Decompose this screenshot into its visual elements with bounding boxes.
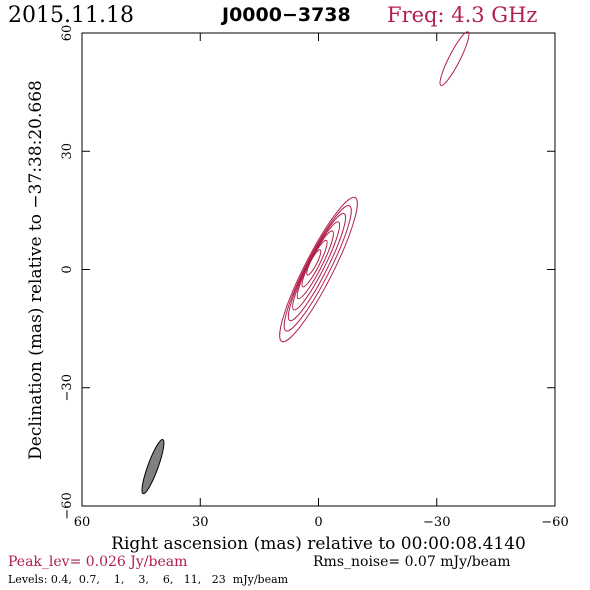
x-tick-label: 60 xyxy=(74,515,91,530)
contour-line xyxy=(292,221,341,311)
contour-line xyxy=(439,31,470,86)
contour-line xyxy=(287,213,347,322)
rms-noise: Rms_noise= 0.07 mJy/beam xyxy=(313,554,511,570)
contour-line xyxy=(283,205,352,332)
contour-lines xyxy=(279,31,470,343)
y-tick-label: −60 xyxy=(60,492,75,519)
peak-level: Peak_lev= 0.026 Jy/beam xyxy=(8,554,187,570)
y-tick-label: 0 xyxy=(60,265,75,273)
x-axis-label: Right ascension (mas) relative to 00:00:… xyxy=(111,534,526,554)
x-tick-label: −60 xyxy=(541,515,568,530)
contour-levels: Levels: 0.4, 0.7, 1, 3, 6, 11, 23 mJy/be… xyxy=(8,573,289,586)
y-axis-label: Declination (mas) relative to −37:38:20.… xyxy=(26,80,46,460)
contour-line xyxy=(279,196,358,343)
beam-ellipse xyxy=(141,438,165,495)
observation-date: 2015.11.18 xyxy=(8,3,134,28)
y-tick-labels: −60 −30 0 30 60 xyxy=(60,25,75,520)
contour-line xyxy=(306,249,322,276)
axis-ticks xyxy=(81,32,556,507)
x-tick-label: −30 xyxy=(423,515,450,530)
x-tick-label: 0 xyxy=(314,515,322,530)
frequency-label: Freq: 4.3 GHz xyxy=(387,3,537,27)
source-name: J0000−3738 xyxy=(220,4,351,26)
y-tick-label: −30 xyxy=(60,374,75,401)
y-tick-label: 60 xyxy=(60,25,75,42)
x-tick-label: 30 xyxy=(192,515,209,530)
plot-frame xyxy=(81,32,556,507)
y-tick-label: 30 xyxy=(60,143,75,160)
beam-shape xyxy=(141,438,165,495)
x-tick-labels: 60 30 0 −30 −60 xyxy=(74,515,569,530)
